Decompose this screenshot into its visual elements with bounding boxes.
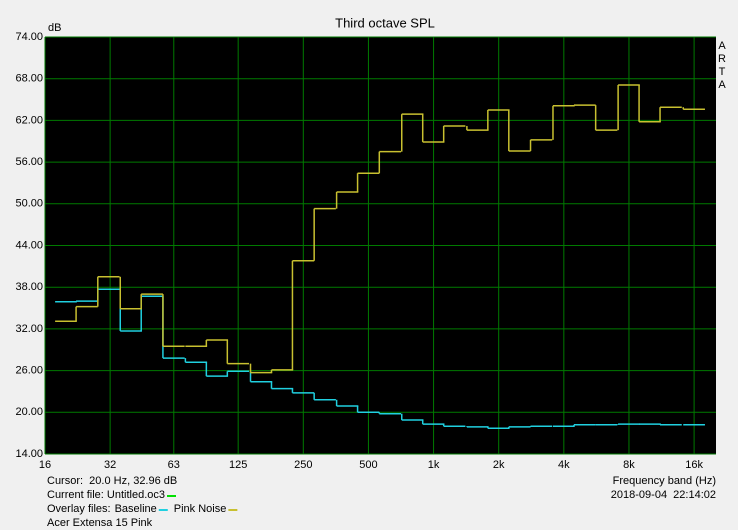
- y-tick-label: 44.00: [15, 239, 43, 251]
- current-file: Current file: Untitled.oc3: [47, 489, 165, 501]
- y-tick-label: 26.00: [15, 365, 43, 377]
- x-tick-label: 16: [39, 459, 51, 471]
- legend-label: Pink Noise: [174, 503, 227, 515]
- x-tick-label: 63: [168, 459, 180, 471]
- x-tick-label: 500: [359, 459, 377, 471]
- y-tick-label: 32.00: [15, 323, 43, 335]
- y-tick-label: 68.00: [15, 73, 43, 85]
- x-tick-label: 32: [104, 459, 116, 471]
- x-tick-label: 2k: [493, 459, 505, 471]
- y-tick-label: 56.00: [15, 156, 43, 168]
- chart-title: Third octave SPL: [335, 15, 435, 30]
- x-tick-label: 125: [229, 459, 247, 471]
- x-tick-label: 16k: [685, 459, 703, 471]
- x-axis-label: Frequency band (Hz): [613, 475, 716, 487]
- footer: Acer Extensa 15 Pink: [47, 517, 153, 529]
- x-tick-label: 4k: [558, 459, 570, 471]
- y-tick-label: 62.00: [15, 114, 43, 126]
- legend-label: Baseline: [115, 503, 157, 515]
- timestamp: 2018-09-04 22:14:02: [611, 489, 716, 501]
- brand: ARTA: [716, 40, 728, 92]
- y-axis-label: dB: [48, 22, 61, 34]
- y-tick-label: 14.00: [15, 448, 43, 460]
- x-tick-label: 1k: [428, 459, 440, 471]
- overlay-label: Overlay files:: [47, 503, 111, 515]
- x-tick-label: 8k: [623, 459, 635, 471]
- cursor-readout: Cursor: 20.0 Hz, 32.96 dB: [47, 475, 177, 487]
- y-tick-label: 38.00: [15, 281, 43, 293]
- x-tick-label: 250: [294, 459, 312, 471]
- y-tick-label: 20.00: [15, 406, 43, 418]
- y-tick-label: 74.00: [15, 31, 43, 43]
- y-tick-label: 50.00: [15, 198, 43, 210]
